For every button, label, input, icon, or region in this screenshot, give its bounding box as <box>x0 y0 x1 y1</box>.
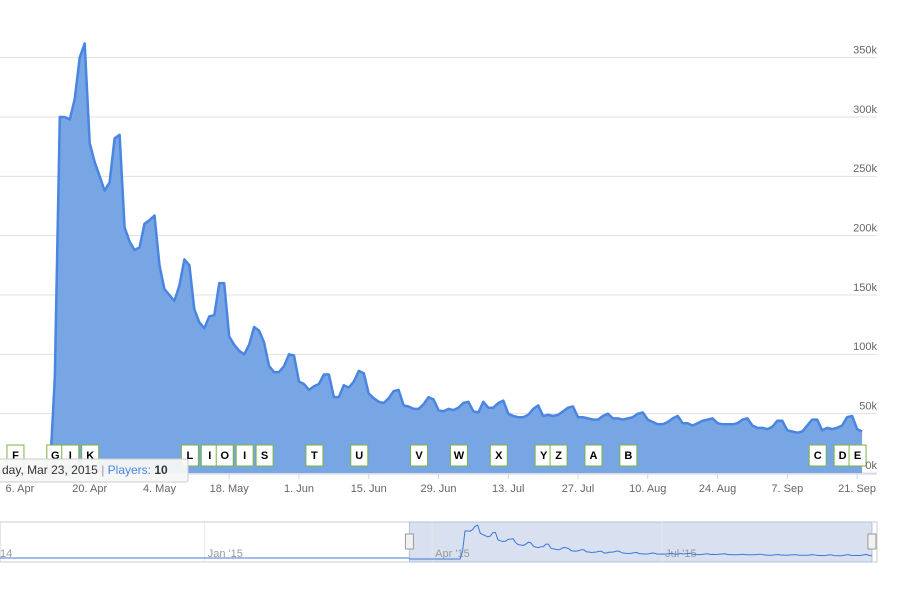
flag-label: X <box>495 450 503 462</box>
flag-label: S <box>261 450 268 462</box>
flag-label: B <box>624 450 632 462</box>
navigator-tick-label: Jan '15 <box>208 548 243 560</box>
flag <box>215 444 234 467</box>
flag-label: I <box>208 450 211 462</box>
x-tick-label: 18. May <box>210 483 250 495</box>
x-tick-label: 13. Jul <box>492 483 524 495</box>
flag-label: E <box>854 450 861 462</box>
flag <box>235 444 254 467</box>
flag-label: V <box>415 450 423 462</box>
x-tick-label: 24. Aug <box>699 483 736 495</box>
flag <box>584 444 603 467</box>
flag-label: I <box>69 450 72 462</box>
flag <box>255 444 274 467</box>
navigator-handle[interactable] <box>404 533 414 550</box>
navigator-tick-label: Apr '15 <box>435 548 470 560</box>
flag <box>350 444 369 467</box>
x-tick-label: 21. Sep <box>838 483 876 495</box>
y-tick-label: 350k <box>853 45 877 57</box>
navigator-series <box>409 524 872 560</box>
tooltip-separator: | <box>101 463 104 477</box>
y-tick-label: 250k <box>853 163 877 175</box>
x-tick-label: 4. May <box>143 483 177 495</box>
flag-label: Y <box>540 450 548 462</box>
flag-label: A <box>589 450 597 462</box>
flag <box>410 444 429 467</box>
y-tick-label: 200k <box>853 223 877 235</box>
y-tick-label: 300k <box>853 104 877 116</box>
y-tick-label: 150k <box>853 282 877 294</box>
x-tick-label: 6. Apr <box>6 483 35 495</box>
flag-label: T <box>311 450 318 462</box>
flag-label: G <box>51 450 60 462</box>
navigator-tick-label: 14 <box>0 548 12 560</box>
x-tick-label: 27. Jul <box>562 483 594 495</box>
y-tick-label: 50k <box>859 401 877 413</box>
flag-label: O <box>220 450 229 462</box>
tooltip-text: day, Mar 23, 2015 | Players: 10 <box>2 463 168 477</box>
navigator-line <box>409 524 872 560</box>
flag <box>449 444 468 467</box>
tooltip-date: day, Mar 23, 2015 <box>2 463 98 477</box>
x-tick-label: 7. Sep <box>771 483 803 495</box>
x-tick-label: 1. Jun <box>284 483 314 495</box>
tooltip-box <box>0 458 189 483</box>
navigator-handle[interactable] <box>867 533 877 550</box>
flag <box>619 444 638 467</box>
flag <box>808 444 827 467</box>
tooltip-label: Players: <box>108 463 151 477</box>
flag-label: U <box>355 450 363 462</box>
navigator: 14 Jan '15 Apr '15 Jul '15 <box>0 521 877 563</box>
y-tick-label: 0k <box>865 460 877 472</box>
flag-label: W <box>454 450 465 462</box>
tooltip-value: 10 <box>154 463 168 477</box>
flag-label: K <box>86 450 94 462</box>
flag-label: I <box>243 450 246 462</box>
x-tick-label: 29. Jun <box>420 483 456 495</box>
flag-label: D <box>839 450 847 462</box>
flag-label: Z <box>555 450 562 462</box>
x-tick-label: 20. Apr <box>72 483 107 495</box>
tooltip: day, Mar 23, 2015 | Players: 10 <box>0 458 189 483</box>
flag-label: C <box>814 450 822 462</box>
area <box>0 43 863 473</box>
x-tick-label: 15. Jun <box>351 483 387 495</box>
area-line <box>0 42 863 475</box>
flag <box>489 444 508 467</box>
flag <box>848 444 867 467</box>
flag <box>305 444 324 467</box>
axes: 0k 50k 100k 150k 200k 250k 300k 350k 6. Apr 20. A… <box>0 45 877 495</box>
flag-label: F <box>12 450 19 462</box>
flag-label: L <box>186 450 193 462</box>
y-tick-label: 100k <box>853 341 877 353</box>
plot-area <box>0 42 863 475</box>
flag <box>549 444 568 467</box>
x-tick-label: 10. Aug <box>629 483 666 495</box>
